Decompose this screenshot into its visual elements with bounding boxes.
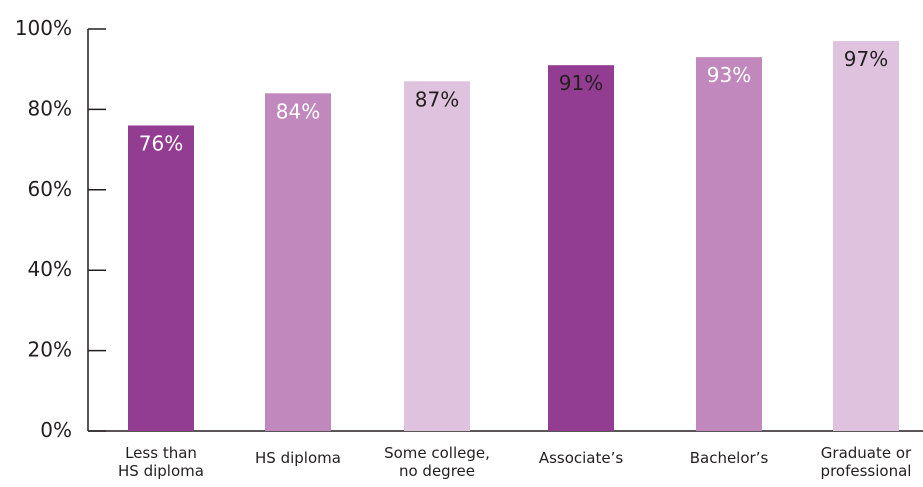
bar [833, 41, 899, 432]
y-tick-label: 100% [15, 16, 72, 40]
y-tick-label: 20% [28, 338, 72, 362]
data-label: 76% [139, 131, 183, 155]
category-label: Graduate or professional [821, 444, 912, 480]
data-label: 91% [559, 71, 603, 95]
category-label: Some college, no degree [384, 444, 490, 480]
bars [128, 41, 899, 432]
category-label: Less than HS diploma [118, 444, 204, 480]
bar [265, 93, 331, 431]
data-labels: 76% 84% 87% 91% 93% 97% [139, 47, 888, 155]
data-label: 93% [707, 63, 751, 87]
y-tick-label: 60% [28, 177, 72, 201]
axes: 0% 20% 40% 60% 80% 100% [15, 16, 923, 442]
data-label: 84% [276, 99, 320, 123]
category-label: Associate’s [539, 449, 624, 467]
y-tick-label: 80% [28, 96, 72, 120]
bar [128, 125, 194, 431]
category-label: Bachelor’s [690, 449, 769, 467]
y-tick-label: 40% [28, 257, 72, 281]
data-label: 87% [415, 87, 459, 111]
bar [548, 65, 614, 432]
bar [404, 81, 470, 431]
data-label: 97% [844, 47, 888, 71]
bar [696, 57, 762, 431]
category-label: HS diploma [255, 449, 341, 467]
y-tick-label: 0% [40, 418, 72, 442]
category-labels: Less than HS diploma HS diploma Some colleg… [118, 444, 912, 480]
